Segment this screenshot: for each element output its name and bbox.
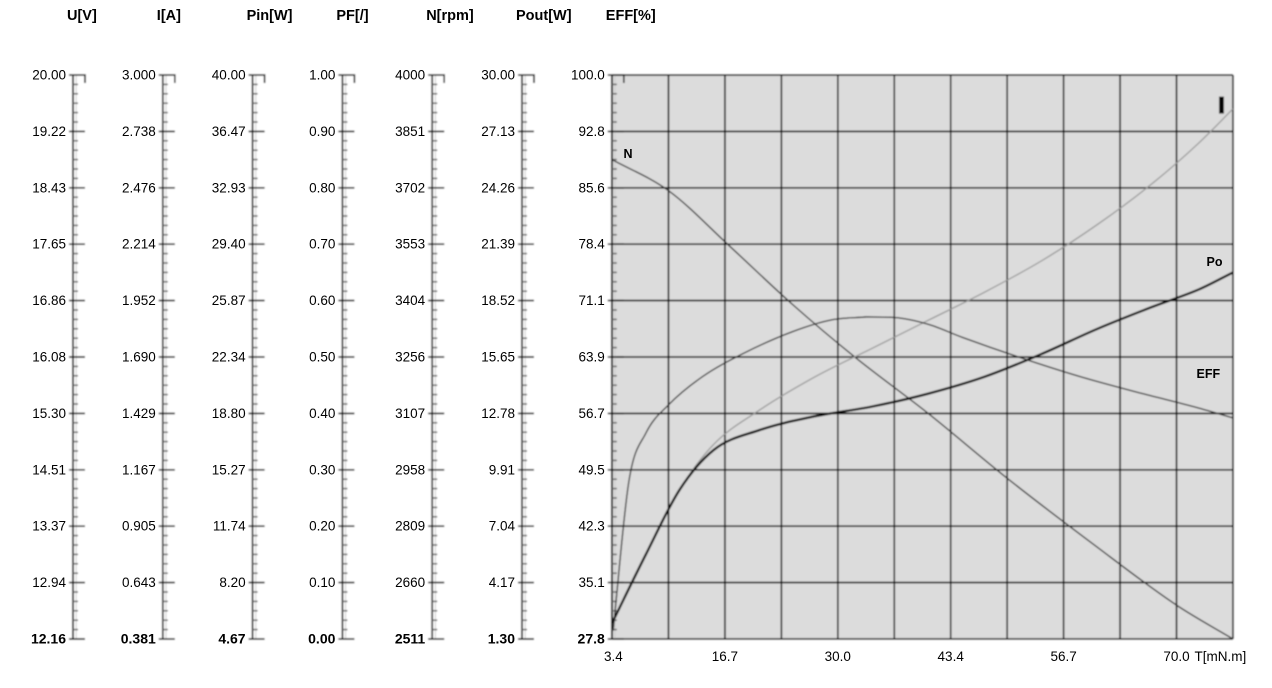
svg-text:19.22: 19.22 <box>32 124 66 139</box>
svg-text:56.7: 56.7 <box>579 406 605 421</box>
svg-text:0.80: 0.80 <box>309 180 335 195</box>
svg-text:N[rpm]: N[rpm] <box>426 8 474 24</box>
svg-text:18.43: 18.43 <box>32 180 66 195</box>
svg-text:92.8: 92.8 <box>579 124 605 139</box>
svg-text:1.167: 1.167 <box>122 462 156 477</box>
svg-text:U[V]: U[V] <box>67 8 97 24</box>
svg-text:2511: 2511 <box>395 631 426 647</box>
svg-text:9.91: 9.91 <box>489 462 515 477</box>
svg-text:4.67: 4.67 <box>218 631 245 647</box>
svg-text:70.0: 70.0 <box>1163 649 1189 664</box>
svg-text:0.00: 0.00 <box>308 631 335 647</box>
svg-text:15.27: 15.27 <box>212 462 246 477</box>
svg-text:3404: 3404 <box>395 293 426 308</box>
svg-text:I[A]: I[A] <box>157 8 181 24</box>
svg-text:36.47: 36.47 <box>212 124 246 139</box>
svg-text:35.1: 35.1 <box>579 575 605 590</box>
svg-text:0.20: 0.20 <box>309 519 335 534</box>
svg-text:29.40: 29.40 <box>212 237 246 252</box>
svg-text:49.5: 49.5 <box>579 462 605 477</box>
svg-text:0.30: 0.30 <box>309 462 335 477</box>
svg-text:25.87: 25.87 <box>212 293 246 308</box>
svg-text:Po: Po <box>1207 255 1223 269</box>
svg-text:0.40: 0.40 <box>309 406 335 421</box>
svg-text:27.13: 27.13 <box>481 124 515 139</box>
svg-text:2958: 2958 <box>395 462 425 477</box>
svg-text:12.16: 12.16 <box>31 631 66 647</box>
svg-text:0.905: 0.905 <box>122 519 156 534</box>
svg-text:43.4: 43.4 <box>938 649 965 664</box>
svg-text:21.39: 21.39 <box>481 237 515 252</box>
svg-text:63.9: 63.9 <box>579 350 605 365</box>
svg-text:17.65: 17.65 <box>32 237 66 252</box>
svg-text:PF[/]: PF[/] <box>336 8 368 24</box>
svg-text:12.94: 12.94 <box>32 575 66 590</box>
svg-text:15.65: 15.65 <box>481 350 515 365</box>
svg-text:3.4: 3.4 <box>604 649 623 664</box>
svg-text:0.381: 0.381 <box>121 631 156 647</box>
svg-text:3553: 3553 <box>395 237 425 252</box>
svg-text:42.3: 42.3 <box>579 519 605 534</box>
svg-text:0.60: 0.60 <box>309 293 335 308</box>
svg-text:1.00: 1.00 <box>309 68 335 83</box>
svg-text:78.4: 78.4 <box>579 237 606 252</box>
svg-text:2.476: 2.476 <box>122 180 156 195</box>
svg-text:2809: 2809 <box>395 519 425 534</box>
svg-text:12.78: 12.78 <box>481 406 515 421</box>
svg-text:1.429: 1.429 <box>122 406 156 421</box>
svg-text:EFF[%]: EFF[%] <box>606 8 656 24</box>
svg-text:15.30: 15.30 <box>32 406 66 421</box>
svg-text:1.30: 1.30 <box>488 631 515 647</box>
svg-text:56.7: 56.7 <box>1050 649 1076 664</box>
svg-text:2.738: 2.738 <box>122 124 156 139</box>
svg-text:14.51: 14.51 <box>32 462 66 477</box>
svg-text:EFF: EFF <box>1197 367 1221 381</box>
svg-text:40.00: 40.00 <box>212 68 246 83</box>
svg-text:30.00: 30.00 <box>481 68 515 83</box>
svg-text:71.1: 71.1 <box>579 293 605 308</box>
svg-text:13.37: 13.37 <box>32 519 66 534</box>
svg-text:0.90: 0.90 <box>309 124 335 139</box>
svg-text:2660: 2660 <box>395 575 425 590</box>
svg-text:22.34: 22.34 <box>212 350 246 365</box>
svg-text:3.000: 3.000 <box>122 68 156 83</box>
svg-text:32.93: 32.93 <box>212 180 246 195</box>
svg-text:18.52: 18.52 <box>481 293 515 308</box>
svg-text:0.643: 0.643 <box>122 575 156 590</box>
svg-text:16.86: 16.86 <box>32 293 66 308</box>
svg-text:7.04: 7.04 <box>489 519 516 534</box>
svg-text:0.70: 0.70 <box>309 237 335 252</box>
svg-text:0.10: 0.10 <box>309 575 335 590</box>
svg-text:100.0: 100.0 <box>571 68 605 83</box>
svg-text:20.00: 20.00 <box>32 68 66 83</box>
svg-text:Pin[W]: Pin[W] <box>247 8 293 24</box>
svg-text:16.08: 16.08 <box>32 350 66 365</box>
svg-text:2.214: 2.214 <box>122 237 156 252</box>
svg-text:1.690: 1.690 <box>122 350 156 365</box>
svg-text:N: N <box>624 147 633 161</box>
svg-text:1.952: 1.952 <box>122 293 156 308</box>
svg-text:16.7: 16.7 <box>712 649 738 664</box>
svg-text:T[mN.m]: T[mN.m] <box>1195 649 1247 664</box>
svg-text:11.74: 11.74 <box>213 519 246 534</box>
svg-text:3851: 3851 <box>395 124 425 139</box>
svg-text:3702: 3702 <box>395 180 425 195</box>
svg-text:4000: 4000 <box>395 68 425 83</box>
svg-text:3107: 3107 <box>395 406 425 421</box>
svg-text:3256: 3256 <box>395 350 425 365</box>
svg-text:18.80: 18.80 <box>212 406 246 421</box>
svg-text:24.26: 24.26 <box>481 180 515 195</box>
svg-text:30.0: 30.0 <box>825 649 851 664</box>
svg-text:Pout[W]: Pout[W] <box>516 8 572 24</box>
svg-text:8.20: 8.20 <box>219 575 245 590</box>
svg-text:85.6: 85.6 <box>579 180 605 195</box>
svg-text:27.8: 27.8 <box>578 631 605 647</box>
svg-text:0.50: 0.50 <box>309 350 335 365</box>
svg-text:4.17: 4.17 <box>489 575 515 590</box>
